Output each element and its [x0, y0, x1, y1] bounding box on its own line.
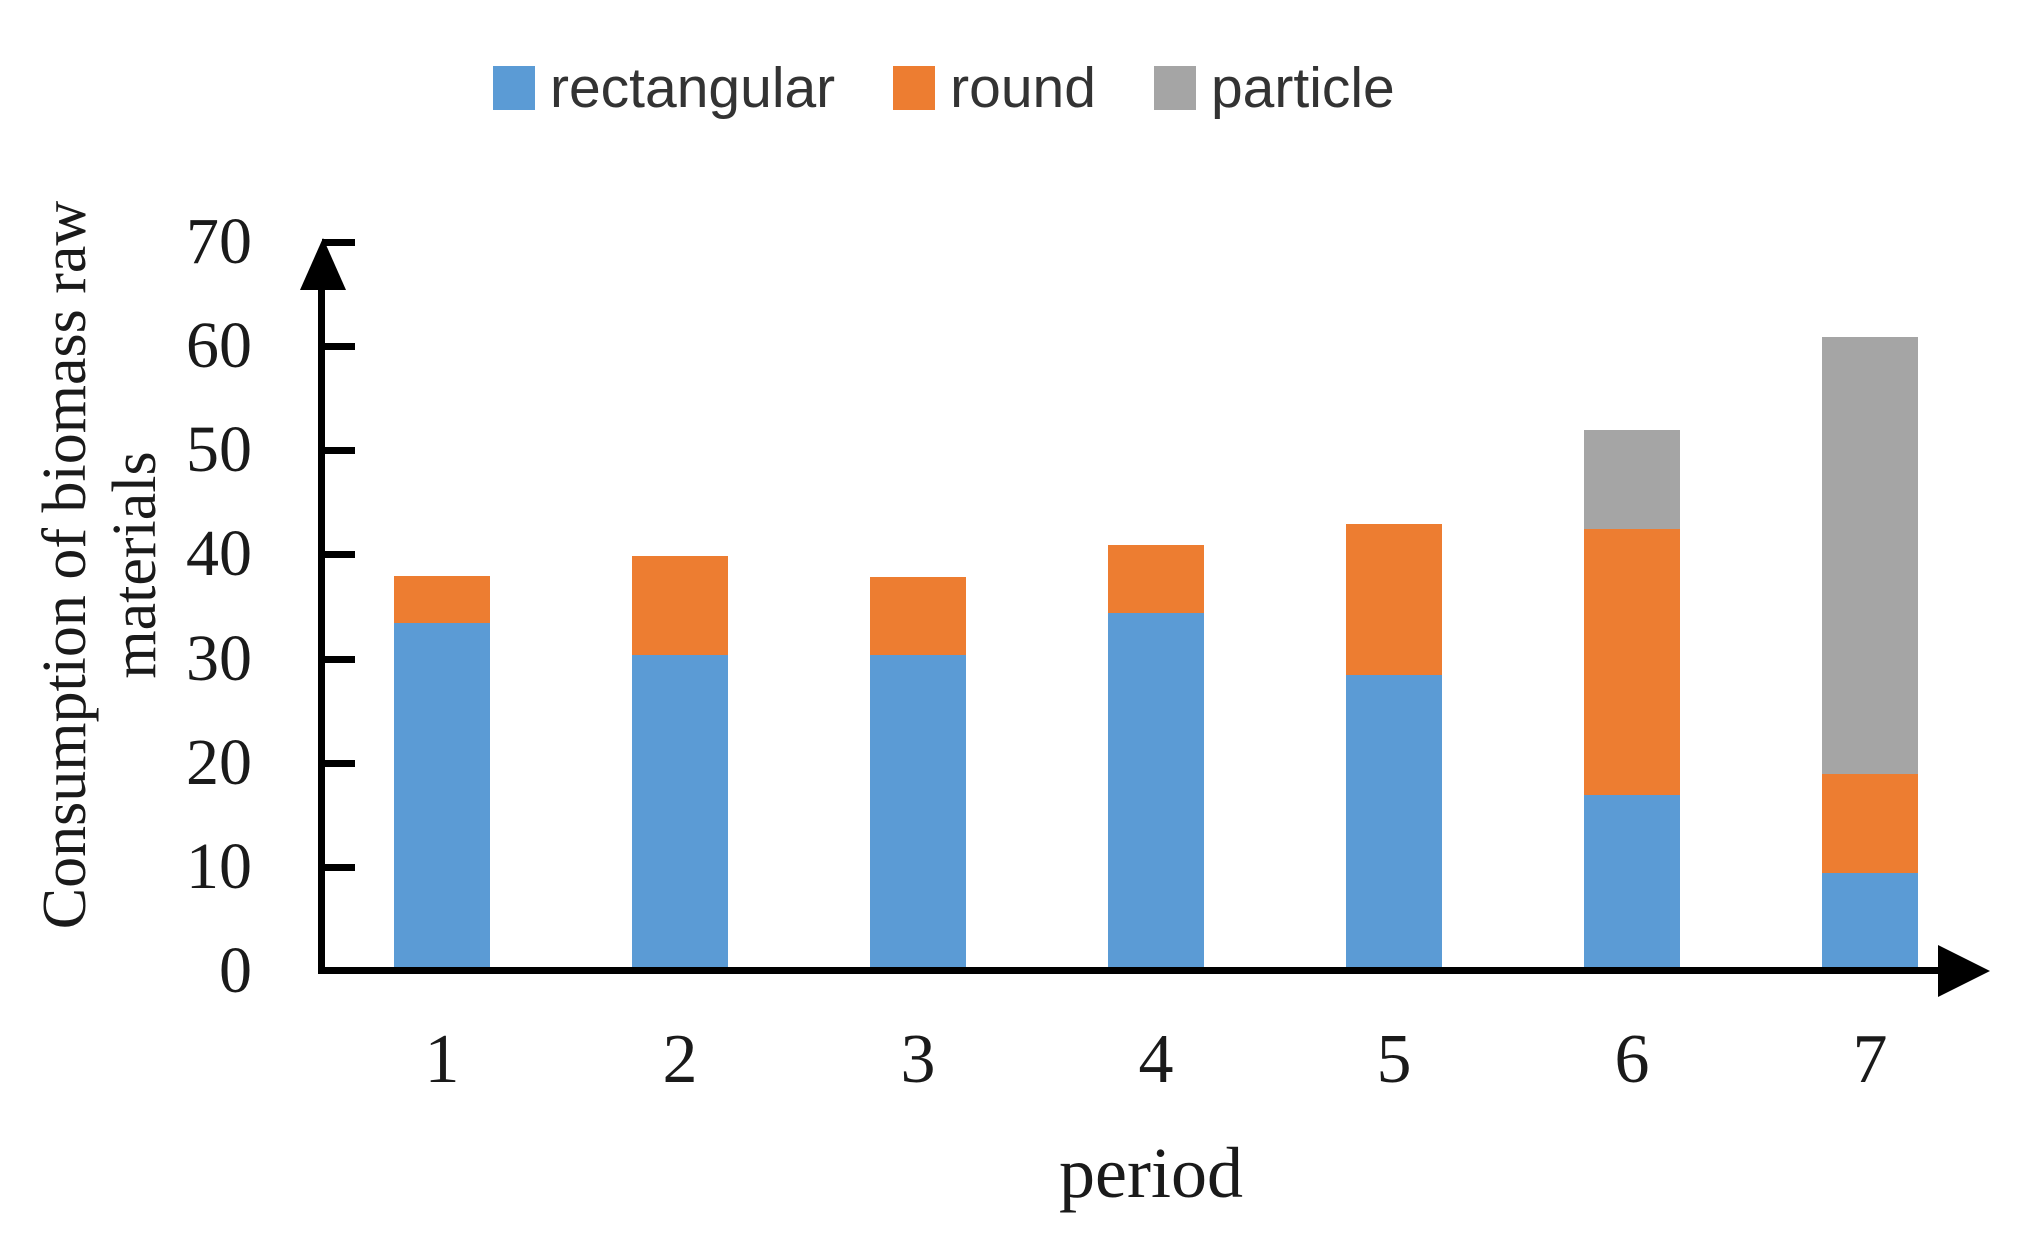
bar-segment-particle-period6	[1584, 430, 1680, 529]
bar-segment-round-period7	[1822, 774, 1918, 873]
y-tick-label: 40	[186, 517, 252, 590]
bar-segment-rectangular-period3	[870, 655, 966, 967]
y-tick-mark	[322, 551, 355, 558]
y-tick-mark	[322, 343, 355, 350]
x-category-label: 4	[1138, 1021, 1174, 1098]
bar-segment-particle-period7	[1822, 337, 1918, 774]
legend-swatch-icon	[893, 66, 936, 110]
x-axis-arrow-icon	[1938, 945, 1990, 997]
y-tick-label: 50	[186, 413, 252, 486]
legend-item-rectangular: rectangular	[493, 58, 835, 118]
legend-swatch-icon	[493, 66, 535, 110]
legend-item-round: round	[893, 58, 1096, 118]
x-category-label: 3	[900, 1021, 936, 1098]
bar-segment-round-period3	[870, 577, 966, 655]
y-tick-label: 20	[186, 726, 252, 799]
y-tick-label: 10	[186, 830, 252, 903]
bar-segment-rectangular-period2	[632, 655, 728, 967]
legend-label: particle	[1210, 56, 1395, 120]
y-tick-label: 30	[186, 622, 252, 695]
bar-segment-round-period1	[394, 576, 490, 623]
chart-legend: rectangular round particle	[493, 58, 1395, 118]
y-tick-label: 70	[186, 205, 252, 278]
legend-swatch-icon	[1153, 66, 1196, 110]
y-tick-mark	[322, 239, 355, 246]
x-category-label: 5	[1376, 1021, 1412, 1098]
y-tick-label: 0	[219, 934, 252, 1007]
bar-segment-rectangular-period5	[1346, 675, 1442, 967]
bar-segment-round-period6	[1584, 529, 1680, 795]
y-tick-mark	[322, 447, 355, 454]
bar-segment-round-period4	[1108, 545, 1204, 613]
bar-segment-round-period5	[1346, 524, 1442, 675]
y-axis-line	[318, 252, 325, 974]
y-tick-mark	[322, 864, 355, 871]
x-category-label: 6	[1614, 1021, 1650, 1098]
bar-segment-rectangular-period6	[1584, 795, 1680, 967]
x-category-label: 7	[1852, 1021, 1888, 1098]
bar-segment-rectangular-period1	[394, 623, 490, 967]
bar-segment-rectangular-period4	[1108, 613, 1204, 967]
x-axis-line	[318, 967, 1945, 974]
x-category-label: 1	[424, 1021, 460, 1098]
y-tick-label: 60	[186, 309, 252, 382]
legend-item-particle: particle	[1153, 56, 1395, 120]
y-tick-mark	[322, 760, 355, 767]
legend-label: rectangular	[550, 56, 836, 120]
y-axis-arrow-icon	[300, 238, 346, 290]
legend-label: round	[950, 56, 1096, 120]
x-category-label: 2	[662, 1021, 698, 1098]
bar-segment-rectangular-period7	[1822, 873, 1918, 967]
y-tick-mark	[322, 656, 355, 663]
bar-segment-round-period2	[632, 556, 728, 655]
x-axis-title: period	[1059, 1133, 1243, 1213]
